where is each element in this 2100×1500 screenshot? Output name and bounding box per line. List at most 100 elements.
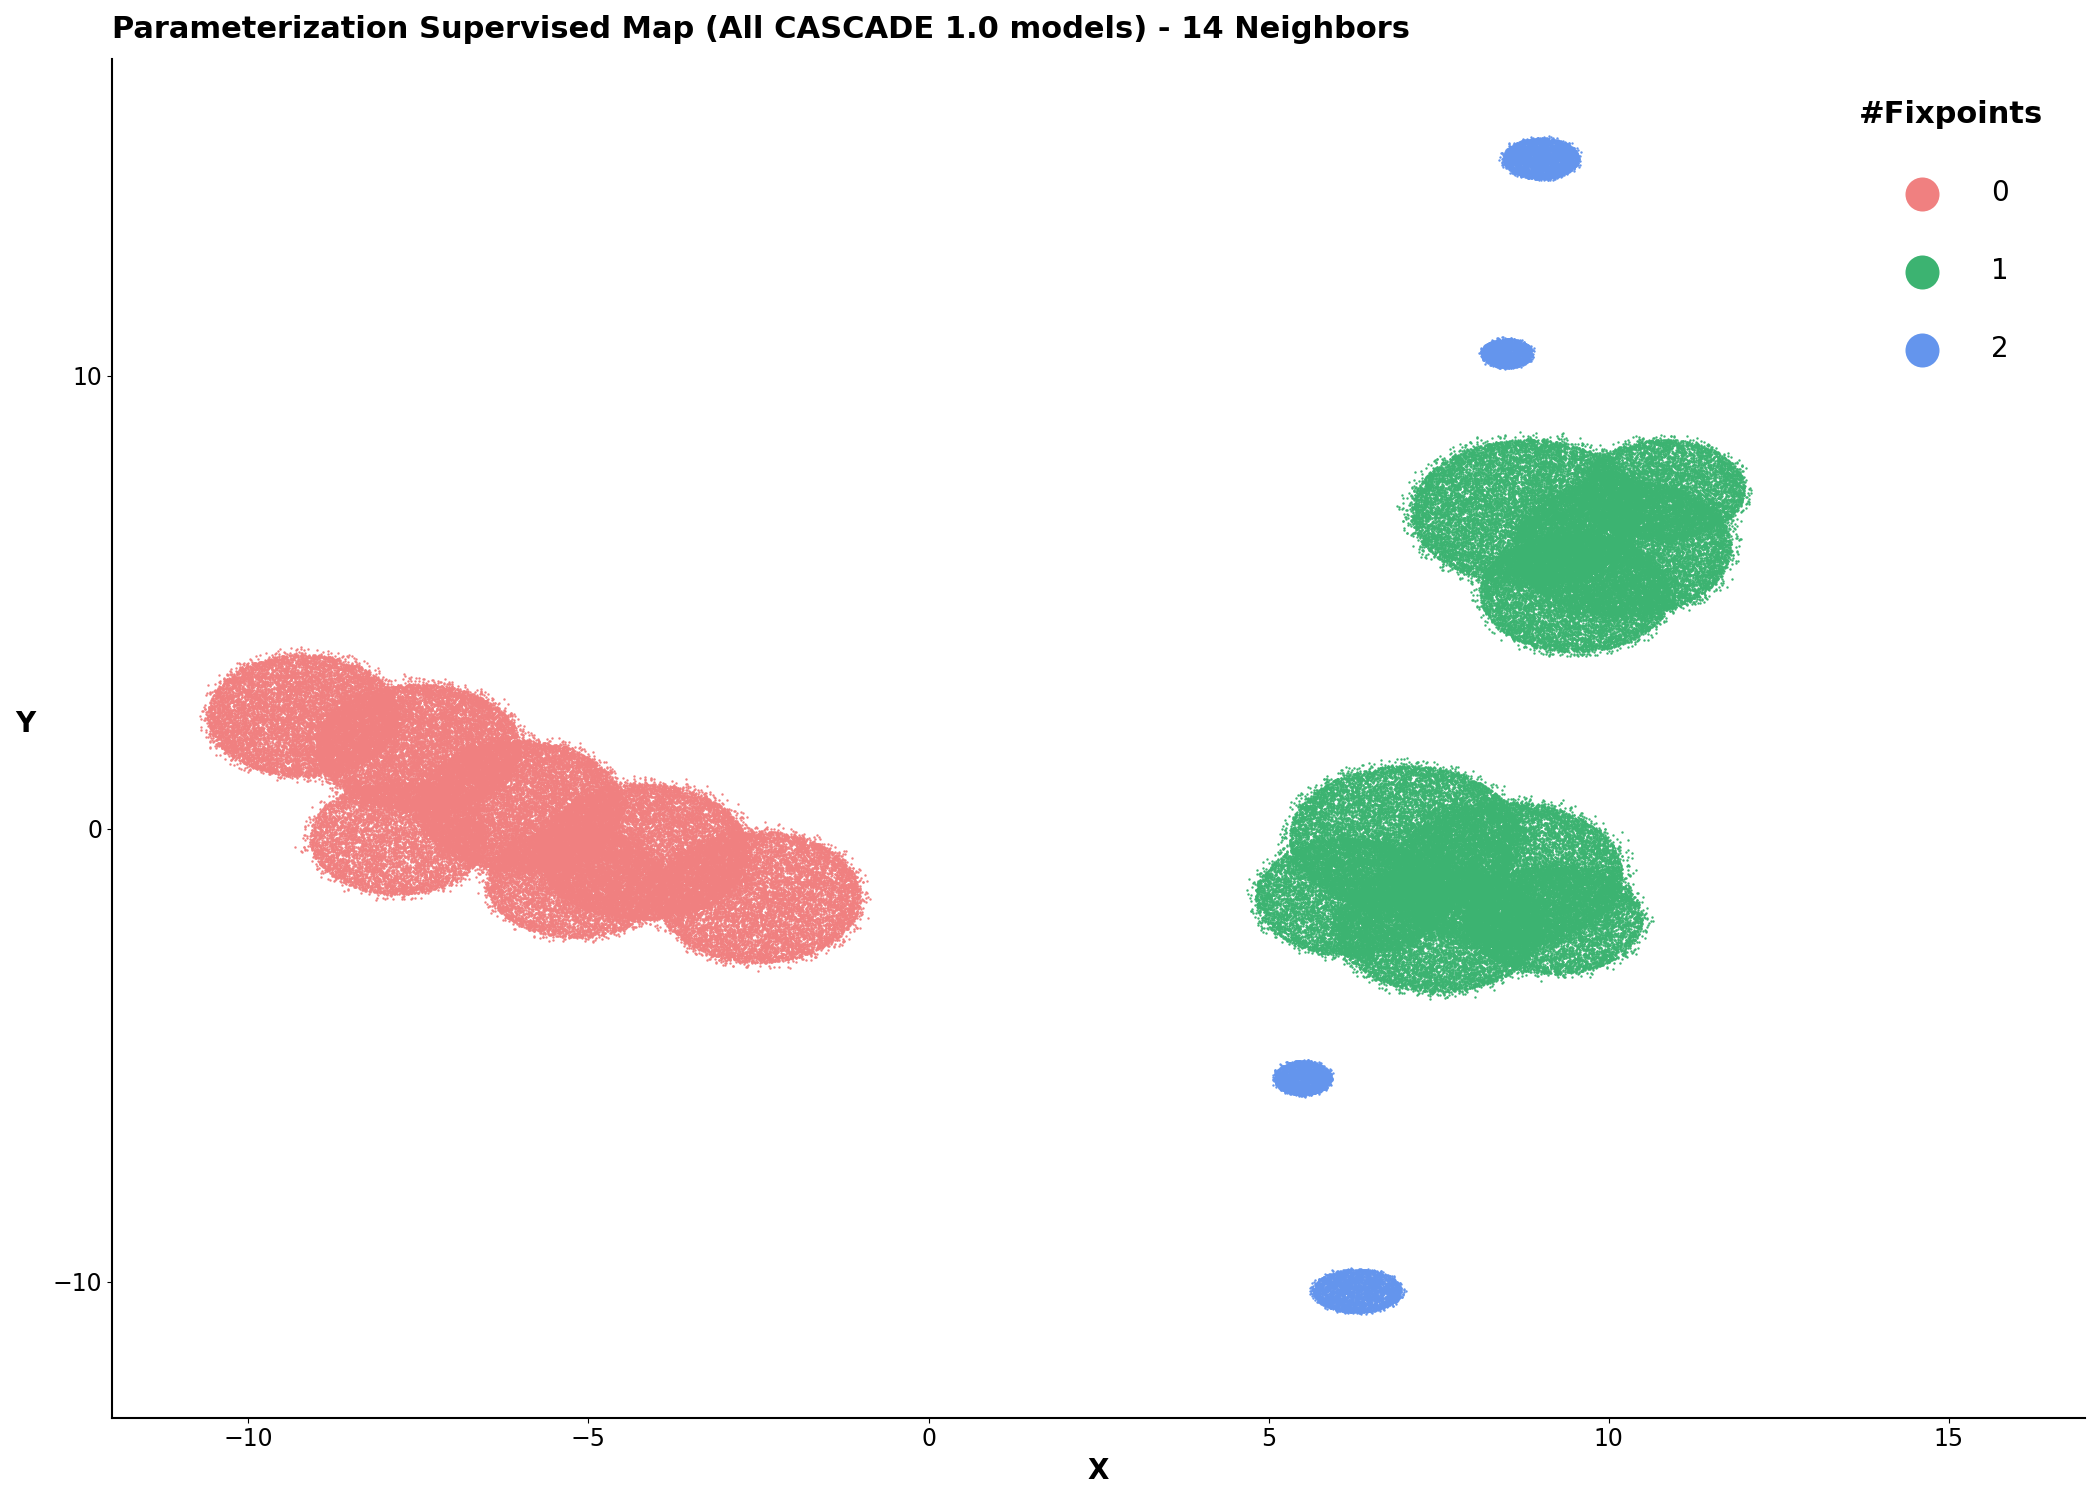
Point [1613,609,1646,633]
Point [1569,468,1602,492]
Point [1457,507,1491,531]
Point [1533,939,1567,963]
Point [1296,831,1329,855]
Point [1396,754,1430,778]
Point [603,873,636,897]
Point [1357,1294,1390,1318]
Point [571,840,605,864]
Point [1586,484,1619,508]
Point [1418,915,1451,939]
Point [676,807,710,831]
Point [1466,458,1499,482]
Point [1466,344,1499,368]
Point [546,747,580,771]
Point [1443,839,1476,862]
Point [1522,513,1556,537]
Point [605,850,638,874]
Point [231,738,265,762]
Point [401,795,435,819]
Point [1449,477,1483,501]
Point [365,724,399,748]
Point [1415,879,1449,903]
Point [666,897,699,921]
Point [1594,444,1628,468]
Point [662,897,695,921]
Point [1539,900,1573,924]
Point [1308,1286,1342,1310]
Point [1527,438,1560,462]
Point [590,837,624,861]
Point [1577,561,1611,585]
Point [359,716,393,740]
Point [552,752,586,776]
Point [508,847,542,871]
Point [1602,470,1636,494]
Point [622,873,655,897]
Point [1357,939,1390,963]
Point [1504,828,1537,852]
Point [1502,922,1535,946]
Point [491,744,525,768]
Point [403,698,437,721]
Point [1245,885,1279,909]
Point [447,765,481,789]
Point [1361,1298,1394,1322]
Point [571,821,605,844]
Point [273,663,307,687]
Point [1544,868,1577,892]
Point [630,896,664,920]
Point [1508,934,1541,958]
Point [680,862,714,886]
Point [550,837,584,861]
Point [328,770,361,794]
Point [355,782,388,806]
Point [1558,436,1592,460]
Point [1308,778,1342,802]
Point [1502,130,1535,154]
Point [481,776,514,800]
Point [1449,498,1483,522]
Point [1415,800,1449,824]
Point [1436,474,1470,498]
Point [491,752,525,776]
Point [1445,908,1478,932]
Point [1554,833,1588,856]
Point [1260,916,1294,940]
Point [1573,636,1607,660]
Point [1438,470,1472,494]
Point [279,692,313,715]
Point [1617,496,1651,520]
Point [651,879,685,903]
Point [1319,801,1352,825]
Point [395,726,428,750]
Point [1304,818,1338,842]
Point [1447,908,1480,932]
Point [395,752,428,776]
Point [540,812,573,836]
Point [1613,574,1646,598]
Point [1520,556,1554,580]
Point [363,843,397,867]
Point [1502,602,1535,625]
Point [1512,550,1546,574]
Point [1292,1064,1325,1088]
Point [1464,874,1497,898]
Point [638,849,672,873]
Point [1260,903,1294,927]
Point [1247,864,1281,888]
Point [550,825,584,849]
Point [670,822,704,846]
Point [302,802,336,826]
Point [1409,879,1443,903]
Point [1556,500,1590,523]
Point [1325,904,1359,928]
Point [1308,940,1342,964]
Point [1611,603,1644,627]
Point [1480,906,1514,930]
Point [1604,554,1638,578]
Point [1560,618,1594,642]
Point [1407,754,1441,778]
Point [380,788,414,812]
Point [388,720,422,744]
Point [1474,926,1508,950]
